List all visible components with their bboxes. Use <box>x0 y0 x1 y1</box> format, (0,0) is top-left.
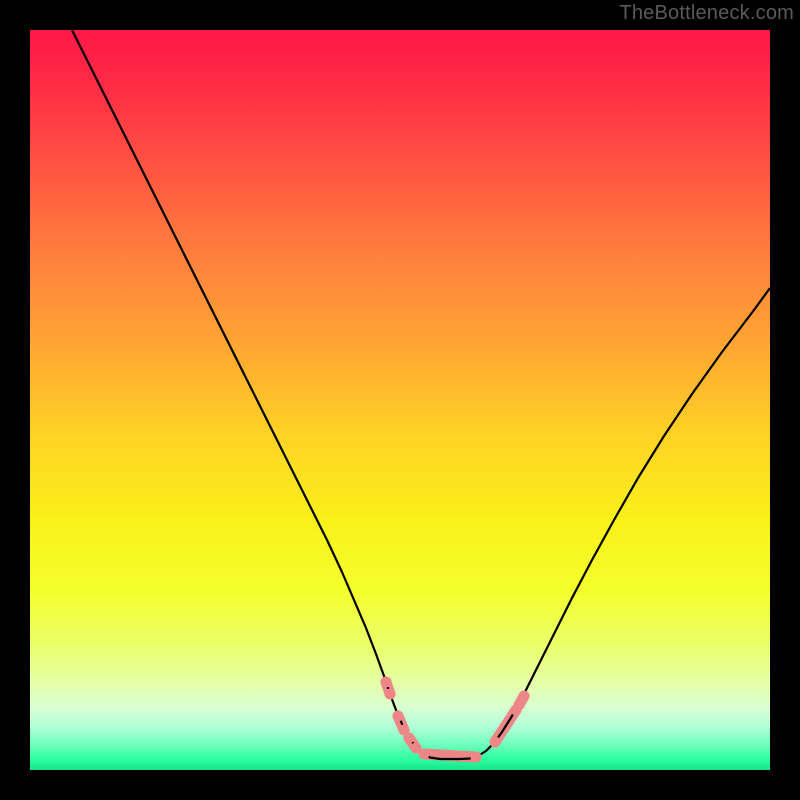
attribution-text: TheBottleneck.com <box>619 2 794 25</box>
chart-svg <box>30 30 770 770</box>
chart-background <box>30 30 770 770</box>
pink-marker <box>393 711 404 722</box>
pink-marker <box>385 689 396 700</box>
pink-marker <box>519 691 530 702</box>
plot-area <box>30 30 770 770</box>
pink-marker <box>381 677 392 688</box>
pink-marker <box>419 749 430 760</box>
pink-segment <box>424 754 476 757</box>
pink-marker <box>471 752 482 763</box>
pink-marker <box>490 737 501 748</box>
pink-marker <box>404 733 415 744</box>
chart-frame: TheBottleneck.com <box>0 0 800 800</box>
